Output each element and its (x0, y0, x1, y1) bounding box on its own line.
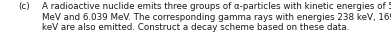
Text: (c): (c) (18, 2, 30, 11)
Text: A radioactive nuclide emits three groups of α-particles with kinetic energies of: A radioactive nuclide emits three groups… (42, 2, 391, 32)
